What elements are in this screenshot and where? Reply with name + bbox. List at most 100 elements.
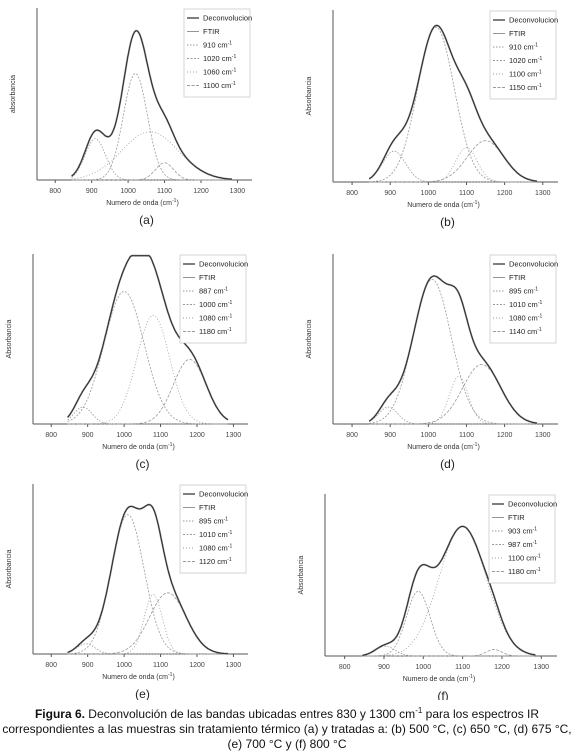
deconvolution-curve bbox=[67, 504, 228, 655]
x-tick-label: 1100 bbox=[157, 188, 172, 195]
legend-label-sup: -1 bbox=[537, 70, 542, 76]
legend-label: FTIR bbox=[508, 513, 525, 522]
legend-label-text: 910 cm bbox=[509, 43, 534, 52]
legend-label-sup: -1 bbox=[231, 81, 236, 87]
x-axis-label-end: ) bbox=[172, 674, 174, 681]
component-curve-3 bbox=[362, 649, 536, 657]
legend-label-sup: -1 bbox=[538, 314, 543, 320]
x-tick-label: 1000 bbox=[116, 662, 132, 669]
component-curve-3 bbox=[71, 162, 232, 181]
x-tick-label: 1200 bbox=[193, 188, 209, 195]
chart-panel-4: 800 900 1000 1100 1200 1300 Numero de onda (cm… bbox=[6, 484, 248, 700]
x-axis-label-end: ) bbox=[477, 444, 479, 451]
deconvolution-curve bbox=[67, 255, 229, 421]
y-axis-label: Absorbancia bbox=[306, 319, 313, 358]
legend-label: Deconvolucion bbox=[199, 260, 248, 269]
x-tick-label: 900 bbox=[378, 664, 390, 671]
legend-label-text: 1140 cm bbox=[509, 327, 537, 336]
legend-label-text: 1100 cm bbox=[509, 70, 537, 79]
legend-label-sup: -1 bbox=[534, 287, 539, 293]
legend-label-sup: -1 bbox=[228, 544, 233, 550]
legend-box bbox=[179, 484, 247, 574]
legend-label-sup: -1 bbox=[228, 314, 233, 320]
legend-label-text: 1060 cm bbox=[203, 68, 232, 77]
component-curve-2 bbox=[67, 594, 228, 655]
legend-label-text: 895 cm bbox=[509, 287, 534, 296]
legend-label-text: Deconvolucion bbox=[508, 500, 557, 509]
legend-label-text: FTIR bbox=[199, 503, 216, 512]
x-tick-label: 900 bbox=[82, 662, 94, 669]
x-tick-label: 1300 bbox=[230, 188, 246, 195]
legend-label: FTIR bbox=[199, 273, 216, 282]
panel-label: (c) bbox=[136, 457, 150, 471]
legend-label-sup: -1 bbox=[536, 554, 541, 560]
legend-label-sup: -1 bbox=[227, 327, 232, 333]
x-tick-label: 800 bbox=[339, 664, 351, 671]
component-curve-1 bbox=[362, 590, 536, 657]
legend-label-text: FTIR bbox=[509, 273, 526, 282]
legend-label: 1100 cm-1 bbox=[203, 81, 236, 90]
legend-label-text: 1080 cm bbox=[199, 544, 228, 553]
legend-label-text: 1000 cm bbox=[199, 300, 228, 309]
deconvolution-curve bbox=[368, 24, 538, 182]
legend-box bbox=[179, 254, 247, 344]
figure-panels: 800 900 1000 1100 1200 1300 Numero de onda (cm… bbox=[6, 8, 558, 700]
legend-label: 1120 cm-1 bbox=[199, 557, 232, 566]
x-tick-label: 800 bbox=[49, 188, 61, 195]
chart-panel-0: 800 900 1000 1100 1200 1300 Numero de onda (cm… bbox=[10, 8, 252, 227]
x-tick-label: 1000 bbox=[116, 432, 132, 439]
legend-label: FTIR bbox=[509, 29, 526, 38]
x-tick-label: 1200 bbox=[189, 432, 205, 439]
legend-label-sup: -1 bbox=[224, 517, 229, 523]
legend-box bbox=[488, 494, 556, 584]
panel-label: (e) bbox=[135, 687, 150, 700]
x-tick-label: 800 bbox=[45, 432, 57, 439]
x-axis-label: Numero de onda (cm-1) bbox=[102, 672, 175, 681]
component-curve-0 bbox=[369, 406, 537, 425]
legend-label-text: 895 cm bbox=[199, 517, 224, 526]
caption-line-3: (e) 700 °C y (f) 800 °C bbox=[227, 737, 347, 751]
x-tick-label: 900 bbox=[86, 188, 98, 195]
x-axis-label-text: Numero de onda (cm bbox=[407, 202, 473, 209]
x-tick-label: 1100 bbox=[459, 432, 474, 439]
legend-label: 1060 cm-1 bbox=[203, 68, 236, 77]
component-curve-1 bbox=[369, 279, 537, 425]
deconvolution-curve bbox=[71, 30, 233, 180]
y-axis-label: Absorbancia bbox=[306, 76, 313, 115]
x-tick-label: 1200 bbox=[189, 662, 205, 669]
x-axis-label-end: ) bbox=[176, 200, 178, 207]
legend-label-text: 1020 cm bbox=[203, 54, 232, 63]
x-axis-label: Numero de onda (cm-1) bbox=[102, 442, 175, 451]
legend-label: 987 cm-1 bbox=[508, 540, 537, 549]
x-tick-label: 1000 bbox=[416, 664, 432, 671]
legend-label: FTIR bbox=[203, 27, 220, 36]
legend-label: 1010 cm-1 bbox=[509, 300, 542, 309]
component-curve-1 bbox=[67, 290, 228, 425]
x-axis-label-end: ) bbox=[477, 202, 479, 209]
legend-label: 895 cm-1 bbox=[199, 517, 228, 526]
component-curve-0 bbox=[67, 406, 228, 425]
x-axis-label-text: Numero de onda (cm bbox=[102, 444, 168, 451]
x-axis-label-sup: -1 bbox=[168, 672, 173, 678]
legend-label-text: FTIR bbox=[203, 27, 220, 36]
x-tick-label: 1300 bbox=[535, 432, 551, 439]
legend-label-sup: -1 bbox=[536, 567, 541, 573]
component-curve-0 bbox=[369, 150, 537, 183]
x-axis-label-text: Numero de onda (cm bbox=[102, 674, 168, 681]
legend-label-sup: -1 bbox=[533, 540, 538, 546]
legend-label-sup: -1 bbox=[232, 54, 237, 60]
component-curve-2 bbox=[369, 375, 537, 425]
legend-label: 1000 cm-1 bbox=[199, 300, 232, 309]
deconvolution-curve bbox=[368, 275, 538, 424]
legend-label-text: 1100 cm bbox=[508, 554, 536, 563]
x-axis-label-end: ) bbox=[172, 444, 174, 451]
component-curve-3 bbox=[67, 592, 228, 655]
x-tick-label: 1300 bbox=[533, 664, 549, 671]
x-axis-label-text: Numero de onda (cm bbox=[407, 444, 473, 451]
x-axis-label-end: ) bbox=[473, 676, 475, 683]
legend-label-sup: -1 bbox=[224, 287, 229, 293]
legend-label: 1100 cm-1 bbox=[508, 554, 541, 563]
caption-sup: -1 bbox=[415, 706, 423, 715]
x-tick-label: 1200 bbox=[494, 664, 510, 671]
legend-label-text: 887 cm bbox=[199, 287, 224, 296]
